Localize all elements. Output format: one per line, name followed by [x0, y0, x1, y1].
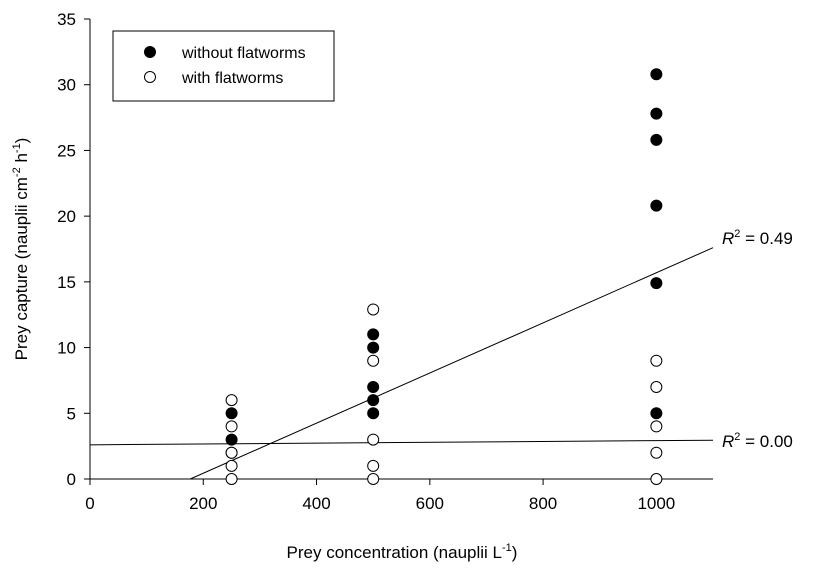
fit-line-with	[89, 439, 714, 446]
data-point-with	[650, 381, 663, 393]
data-point-with	[650, 354, 663, 367]
data-point-without	[367, 381, 380, 393]
data-point-with	[225, 394, 238, 407]
y-tick-label: 15	[57, 273, 76, 292]
x-tick-label: 800	[529, 494, 557, 513]
data-point-with	[650, 420, 663, 433]
legend-label-with: with flatworms	[181, 70, 283, 87]
x-tick-label: 1000	[637, 494, 675, 513]
x-axis-title-sup: -1	[502, 542, 512, 554]
y-axis-title-sup1: -2	[11, 167, 23, 177]
legend: without flatworms with flatworms	[112, 30, 335, 102]
data-point-with	[367, 433, 380, 446]
y-axis-title-mid: h	[12, 153, 31, 167]
legend-box	[112, 30, 335, 102]
data-point-without	[650, 407, 663, 420]
y-axis-title-end: )	[12, 138, 31, 144]
data-point-without	[650, 107, 663, 120]
x-tick-label: 600	[416, 494, 444, 513]
data-point-without	[225, 407, 238, 420]
legend-marker-filled	[144, 46, 156, 58]
axes: 0 5 10 15 20 25 30 35 0 200 400 600 800 1000	[57, 10, 713, 513]
y-axis-title-sup2: -1	[11, 143, 23, 153]
y-tick-label: 25	[57, 141, 76, 160]
data-point-without	[650, 133, 663, 146]
data-point-with	[650, 446, 663, 459]
x-tick-label: 200	[189, 494, 217, 513]
data-point-without	[650, 199, 663, 212]
data-point-with	[225, 420, 238, 433]
y-tick-label: 20	[57, 207, 76, 226]
x-axis-title: Prey concentration (nauplii L-1)	[287, 542, 518, 562]
data-point-with	[367, 459, 380, 472]
data-points	[225, 68, 663, 485]
data-point-with	[225, 473, 238, 485]
y-tick-label: 10	[57, 339, 76, 358]
legend-marker-open	[144, 71, 156, 83]
data-point-with	[367, 354, 380, 367]
y-axis-title: Prey capture (nauplii cm-2 h-1)	[11, 138, 31, 361]
data-point-with	[225, 446, 238, 459]
x-tick-label: 400	[302, 494, 330, 513]
y-tick-label: 0	[67, 470, 76, 489]
fit-lines	[89, 247, 714, 480]
data-point-with	[367, 303, 380, 316]
data-point-without	[367, 394, 380, 407]
data-point-with	[225, 459, 238, 472]
y-tick-label: 35	[57, 10, 76, 29]
legend-label-without: without flatworms	[181, 45, 306, 62]
x-axis-title-end: )	[512, 543, 518, 562]
r2-annotation-without: R2 = 0.49	[722, 228, 793, 248]
data-point-with	[650, 473, 663, 485]
fit-line-without	[190, 247, 714, 480]
data-point-without	[367, 328, 380, 341]
data-point-without	[650, 277, 663, 290]
data-point-without	[650, 68, 663, 81]
y-tick-label: 5	[67, 404, 76, 423]
data-point-without	[367, 407, 380, 420]
x-tick-label: 0	[85, 494, 94, 513]
data-point-without	[225, 433, 238, 446]
data-point-without	[367, 341, 380, 354]
data-point-with	[367, 473, 380, 485]
r2-annotation-with: R2 = 0.00	[722, 431, 793, 451]
y-tick-label: 30	[57, 76, 76, 95]
